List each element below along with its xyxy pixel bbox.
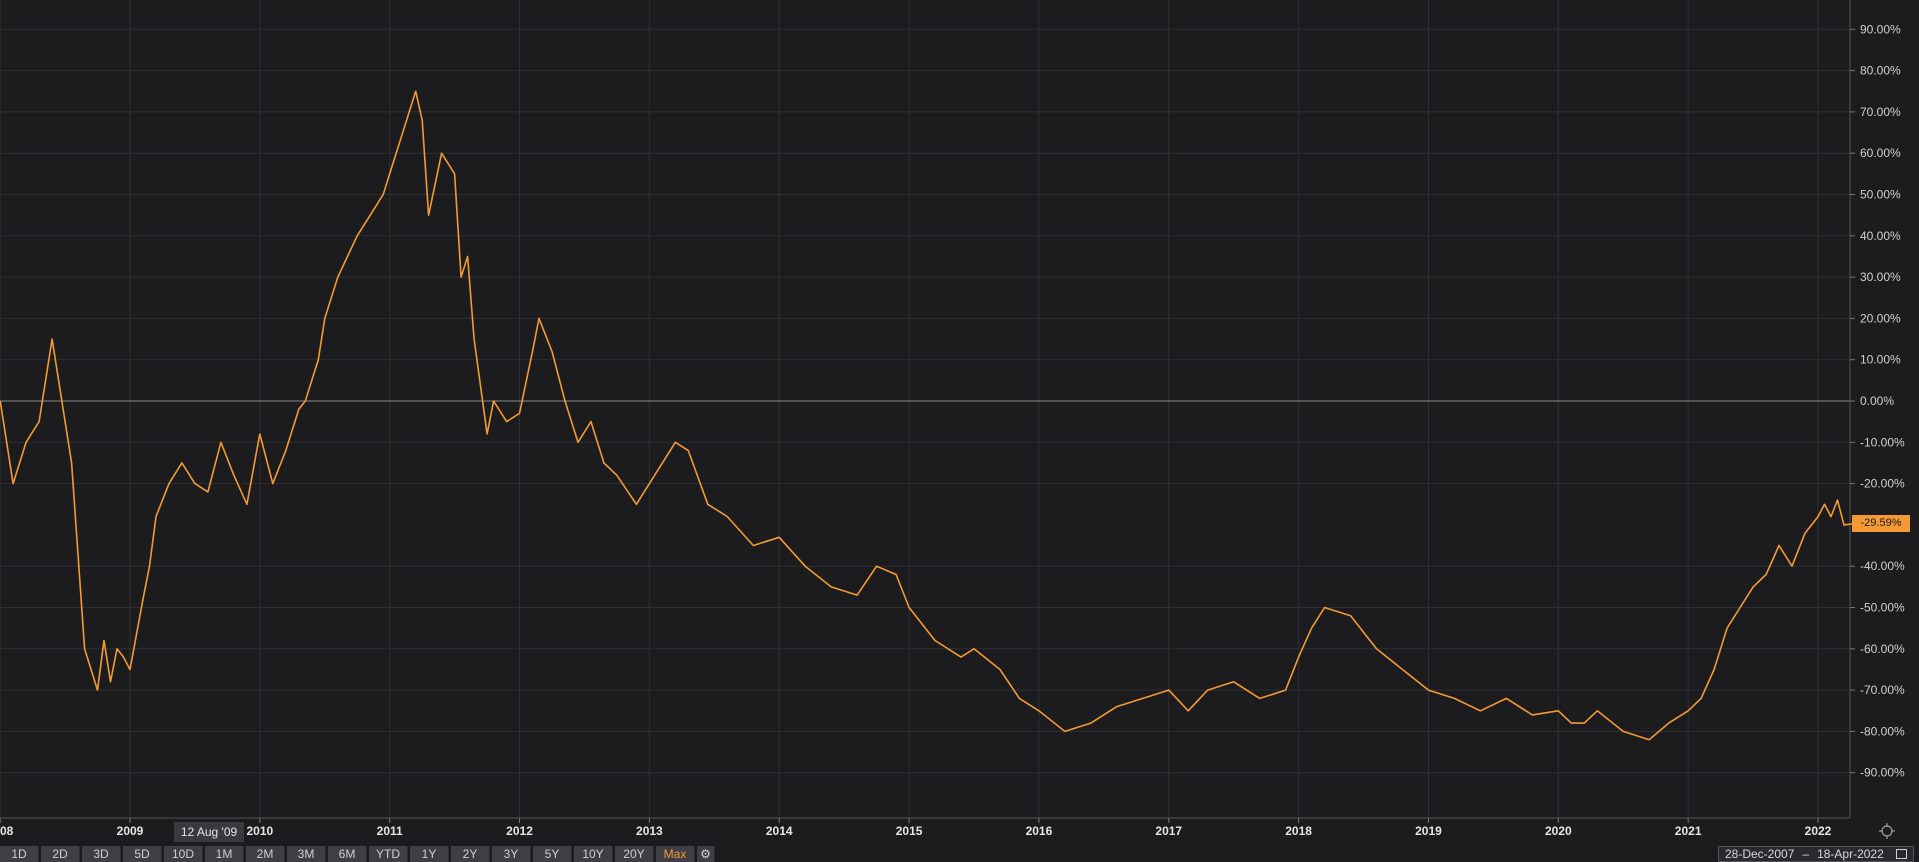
gear-icon[interactable]: ⚙ — [697, 846, 715, 862]
y-tick-label: 50.00% — [1860, 188, 1901, 202]
range-button-10d[interactable]: 10D — [164, 846, 203, 862]
date-range-picker[interactable]: 28-Dec-2007 – 18-Apr-2022 — [1718, 846, 1914, 862]
y-tick-label: 30.00% — [1860, 270, 1901, 284]
y-tick-label: 40.00% — [1860, 229, 1901, 243]
range-button-1d[interactable]: 1D — [0, 846, 39, 862]
range-button-max[interactable]: Max — [656, 846, 695, 862]
range-button-5y[interactable]: 5Y — [533, 846, 572, 862]
y-tick-label: -20.00% — [1860, 477, 1905, 491]
x-tick-label: 2012 — [506, 824, 533, 838]
y-axis-ticks: 90.00% 80.00% 70.00% 60.00% 50.00% 40.00% 30.0… — [1850, 22, 1905, 780]
x-tick-label: 2022 — [1805, 824, 1832, 838]
x-tick-label: 2021 — [1675, 824, 1702, 838]
range-button-3m[interactable]: 3M — [287, 846, 326, 862]
range-button-1m[interactable]: 1M — [205, 846, 244, 862]
y-tick-label: -10.00% — [1860, 435, 1905, 449]
y-tick-label: -50.00% — [1860, 601, 1905, 615]
x-tick-label: 2015 — [896, 824, 923, 838]
y-tick-label: -70.00% — [1860, 683, 1905, 697]
y-tick-label: 10.00% — [1860, 353, 1901, 367]
y-tick-label: -80.00% — [1860, 724, 1905, 738]
x-tick-label: 2014 — [766, 824, 793, 838]
x-tick-label: 2016 — [1026, 824, 1053, 838]
y-tick-label: -40.00% — [1860, 559, 1905, 573]
y-tick-label: 90.00% — [1860, 22, 1901, 36]
crosshair-icon[interactable] — [1878, 822, 1896, 840]
x-tick-label: 2018 — [1285, 824, 1312, 838]
x-axis-ticks: 08 2009 2010 2011 2012 2013 2014 2015 2016 2017 20… — [0, 818, 1832, 838]
x-tick-label: 2011 — [377, 824, 403, 838]
date-range-start: 28-Dec-2007 — [1725, 847, 1795, 861]
y-tick-label: 20.00% — [1860, 311, 1901, 325]
calendar-icon[interactable] — [1895, 849, 1907, 859]
y-tick-label: 0.00% — [1860, 394, 1894, 408]
range-toolbar: 1D 2D 3D 5D 10D 1M 2M 3M 6M YTD 1Y 2Y 3Y 5Y 10Y 20Y Max ⚙ — [0, 846, 715, 862]
range-button-ytd[interactable]: YTD — [369, 846, 408, 862]
range-button-20y[interactable]: 20Y — [615, 846, 654, 862]
date-range-end: 18-Apr-2022 — [1817, 847, 1884, 861]
y-tick-label: 60.00% — [1860, 146, 1901, 160]
range-button-2m[interactable]: 2M — [246, 846, 285, 862]
chart-grid — [0, 0, 1850, 818]
x-tick-label: 08 — [0, 824, 14, 838]
date-range-separator: – — [1802, 847, 1810, 861]
y-tick-label: 80.00% — [1860, 64, 1901, 78]
x-tick-label: 2020 — [1545, 824, 1572, 838]
x-tick-label: 2019 — [1415, 824, 1442, 838]
y-tick-label: -60.00% — [1860, 642, 1905, 656]
series-line — [0, 90, 1858, 741]
range-button-2d[interactable]: 2D — [41, 846, 80, 862]
y-tick-label: 70.00% — [1860, 105, 1901, 119]
range-button-2y[interactable]: 2Y — [451, 846, 490, 862]
x-tick-label: 2013 — [636, 824, 663, 838]
x-tick-label: 2017 — [1155, 824, 1182, 838]
x-tick-label: 2009 — [117, 824, 144, 838]
hover-date-label: 12 Aug '09 — [174, 822, 244, 842]
range-button-6m[interactable]: 6M — [328, 846, 367, 862]
range-button-5d[interactable]: 5D — [123, 846, 162, 862]
range-button-3d[interactable]: 3D — [82, 846, 121, 862]
range-button-3y[interactable]: 3Y — [492, 846, 531, 862]
y-tick-label: -90.00% — [1860, 766, 1905, 780]
range-button-10y[interactable]: 10Y — [574, 846, 613, 862]
x-tick-label: 2010 — [246, 824, 273, 838]
range-button-1y[interactable]: 1Y — [410, 846, 449, 862]
last-value-badge: -29.59% — [1852, 515, 1910, 533]
